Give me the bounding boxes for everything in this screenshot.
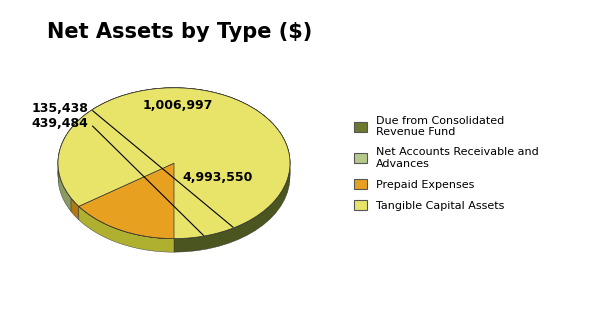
Wedge shape bbox=[58, 88, 290, 239]
Polygon shape bbox=[71, 198, 79, 220]
Wedge shape bbox=[58, 172, 174, 247]
Wedge shape bbox=[58, 97, 290, 247]
Wedge shape bbox=[58, 163, 174, 239]
Polygon shape bbox=[58, 168, 71, 212]
Text: 4,993,550: 4,993,550 bbox=[183, 171, 253, 184]
Text: 439,484: 439,484 bbox=[31, 117, 88, 131]
Text: Net Assets by Type ($): Net Assets by Type ($) bbox=[47, 22, 313, 42]
Wedge shape bbox=[58, 88, 290, 239]
Text: 1,006,997: 1,006,997 bbox=[142, 99, 212, 112]
Wedge shape bbox=[58, 97, 290, 247]
Text: 135,438: 135,438 bbox=[31, 102, 88, 116]
Wedge shape bbox=[58, 97, 290, 247]
Polygon shape bbox=[58, 88, 290, 252]
Wedge shape bbox=[58, 88, 290, 239]
Legend: Due from Consolidated
Revenue Fund, Net Accounts Receivable and
Advances, Prepai: Due from Consolidated Revenue Fund, Net … bbox=[353, 116, 539, 211]
Polygon shape bbox=[79, 206, 174, 252]
